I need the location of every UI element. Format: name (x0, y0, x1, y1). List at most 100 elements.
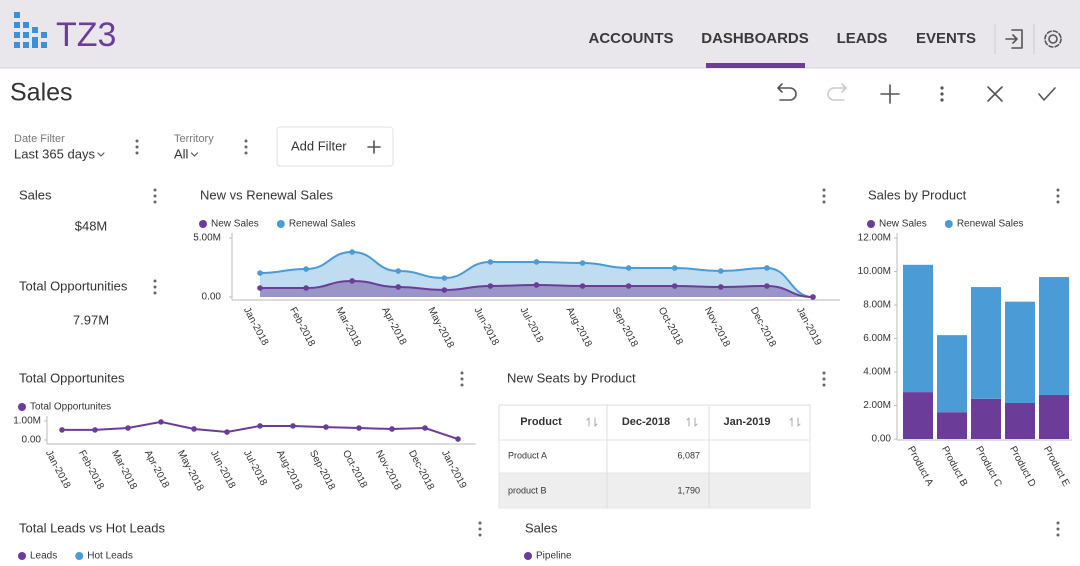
x-tick-label: Nov-2018 (373, 448, 403, 492)
legend-label: Pipeline (536, 551, 572, 562)
table-header[interactable]: Dec-2018 (622, 416, 670, 428)
logo: TZ3 (56, 16, 116, 54)
logo-icon (14, 12, 47, 48)
data-point (625, 265, 632, 271)
more-icon[interactable] (1056, 194, 1060, 198)
more-icon[interactable] (460, 377, 464, 381)
nav-item[interactable]: DASHBOARDS (701, 30, 809, 47)
kpi-value: $48M (75, 218, 108, 233)
more-icon[interactable] (153, 194, 157, 198)
add-filter-button[interactable] (276, 126, 394, 167)
table-cell: 6,087 (677, 450, 700, 460)
more-icon[interactable] (135, 139, 139, 143)
x-tick-label: Sep-2018 (307, 448, 337, 492)
more-icon[interactable] (244, 145, 248, 149)
data-point (92, 427, 98, 433)
bar-segment (1005, 301, 1035, 403)
filter-value[interactable]: All (174, 146, 189, 161)
data-point (441, 287, 448, 293)
sort-icon[interactable] (586, 417, 598, 427)
more-icon[interactable] (460, 371, 464, 375)
legend-swatch (867, 220, 875, 228)
more-icon[interactable] (135, 151, 139, 155)
legend-swatch (944, 220, 953, 228)
filter-label: Territory (174, 133, 214, 145)
nav-item[interactable]: EVENTS (916, 30, 976, 47)
data-point (125, 425, 131, 431)
legend-swatch (524, 552, 532, 560)
more-icon[interactable] (135, 145, 139, 149)
bar-segment (903, 392, 933, 439)
data-point (191, 426, 197, 432)
chevron (190, 152, 199, 157)
more-icon[interactable] (478, 527, 482, 531)
logout-icon[interactable] (1005, 29, 1023, 49)
nav-item[interactable]: LEADS (837, 30, 888, 47)
data-point (579, 260, 586, 266)
more-icon[interactable] (153, 188, 157, 192)
more-icon[interactable] (478, 521, 482, 525)
data-point (487, 283, 494, 289)
add-filter-label[interactable]: Add Filter (291, 138, 347, 153)
area-fill (260, 280, 813, 297)
top-bar (0, 0, 1080, 68)
page-title: Sales (10, 79, 73, 107)
more-icon[interactable] (822, 200, 826, 204)
x-tick-label: Jan-2018 (241, 305, 270, 347)
widget-title: Sales (19, 187, 52, 202)
more-icon[interactable] (822, 383, 826, 387)
close-icon[interactable] (987, 86, 1003, 102)
more-icon[interactable] (1056, 533, 1060, 537)
x-tick-label: Feb-2018 (287, 305, 317, 348)
more-icon[interactable] (822, 371, 826, 375)
redo-icon[interactable] (827, 83, 847, 101)
more-icon[interactable] (1056, 188, 1060, 192)
y-tick-label: 12.00M (858, 233, 891, 244)
add-icon[interactable] (880, 84, 900, 104)
more-icon[interactable] (822, 194, 826, 198)
legend-label: Renewal Sales (957, 219, 1024, 230)
data-point (441, 275, 448, 281)
legend-swatch (75, 552, 84, 560)
y-tick-label: 6.00M (863, 333, 891, 344)
more-icon[interactable] (1056, 200, 1060, 204)
x-tick-label: Mar-2018 (109, 448, 139, 491)
bar-segment (1005, 402, 1035, 439)
more-icon[interactable] (244, 151, 248, 155)
table-cell: 1,790 (677, 485, 700, 495)
table-header[interactable]: Jan-2019 (723, 416, 770, 428)
more-icon[interactable] (940, 86, 944, 102)
more-icon[interactable] (460, 383, 464, 387)
more-icon[interactable] (153, 279, 157, 283)
x-tick-label: Aug-2018 (564, 305, 594, 349)
data-point (671, 283, 678, 289)
bar-segment (937, 412, 967, 439)
more-icon[interactable] (822, 377, 826, 381)
table-header[interactable]: Product (520, 416, 562, 428)
undo-icon[interactable] (777, 83, 797, 101)
nav-item[interactable]: ACCOUNTS (589, 30, 674, 47)
legend-swatch (199, 220, 207, 228)
table-row-bg (498, 472, 811, 509)
more-icon[interactable] (1056, 521, 1060, 525)
sort-icon[interactable] (686, 417, 698, 427)
more-icon[interactable] (1056, 527, 1060, 531)
x-tick-label: Jan-2018 (43, 448, 72, 490)
y-tick-label: 0.00 (202, 292, 222, 303)
legend-label: Total Opportunites (30, 402, 111, 413)
widget-title: New Seats by Product (507, 370, 636, 385)
data-point (718, 268, 724, 274)
filter-value[interactable]: Last 365 days (14, 146, 95, 161)
more-icon[interactable] (244, 139, 248, 143)
more-icon[interactable] (153, 285, 157, 289)
more-icon[interactable] (153, 200, 157, 204)
table-row-bg (498, 439, 811, 474)
more-icon[interactable] (822, 188, 826, 192)
save-icon[interactable] (1038, 87, 1056, 101)
settings-icon[interactable] (1044, 30, 1062, 48)
x-tick-label: Product A (905, 444, 935, 488)
more-icon[interactable] (478, 533, 482, 537)
x-tick-label: Jan-2019 (794, 305, 823, 347)
sort-icon[interactable] (789, 417, 801, 427)
more-icon[interactable] (153, 291, 157, 295)
